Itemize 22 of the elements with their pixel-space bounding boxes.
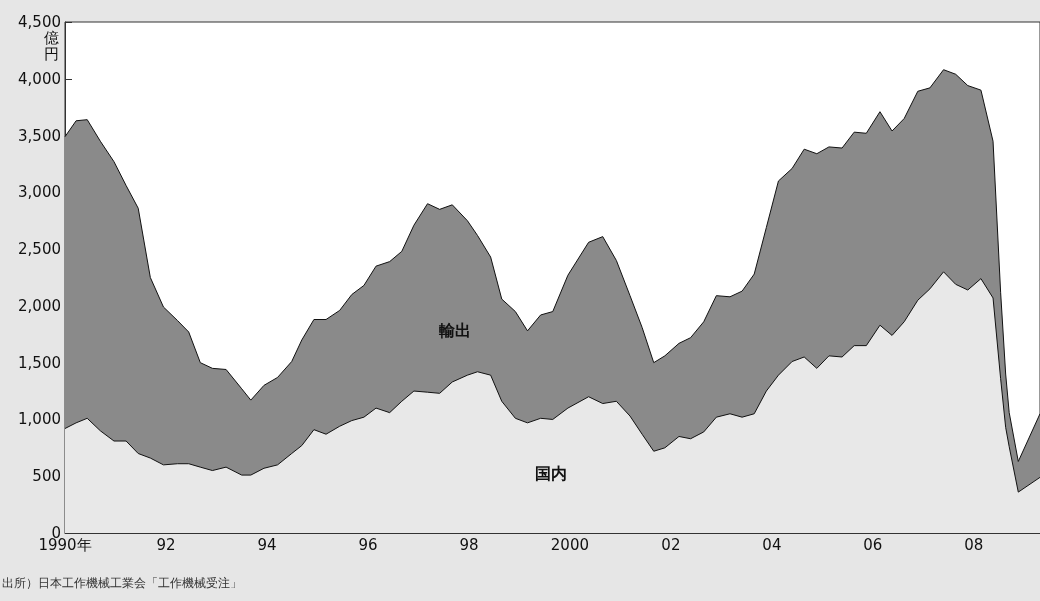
- y-tick-label: 1,500: [18, 353, 61, 372]
- x-tick-label: 92: [156, 535, 176, 554]
- x-tick-label: 06: [863, 535, 883, 554]
- y-tick-label: 3,500: [18, 126, 61, 145]
- y-tick-label: 3,000: [18, 183, 61, 202]
- y-tick-label: 4,500: [18, 13, 61, 31]
- x-tick-label: 04: [762, 535, 782, 554]
- x-tick-label: 96: [358, 535, 378, 554]
- y-tick-label: 2,000: [18, 296, 61, 315]
- y-axis-title: 億円: [43, 29, 59, 63]
- x-tick-label: 02: [661, 535, 681, 554]
- x-tick-label: 94: [257, 535, 277, 554]
- series-label: 輸出: [438, 320, 471, 340]
- y-tick-label: 2,500: [18, 240, 61, 259]
- series-label: 国内: [535, 463, 567, 483]
- y-tick-label: 500: [32, 467, 61, 486]
- text: 出所）日本工作機械工業会「工作機械受注」: [2, 576, 242, 590]
- x-tick-label: 2000: [550, 535, 590, 554]
- x-tick-label: 98: [459, 535, 479, 554]
- y-tick-label: 1,000: [18, 410, 61, 429]
- y-tick-label: 4,000: [18, 69, 61, 88]
- x-tick-label: 08: [964, 535, 984, 554]
